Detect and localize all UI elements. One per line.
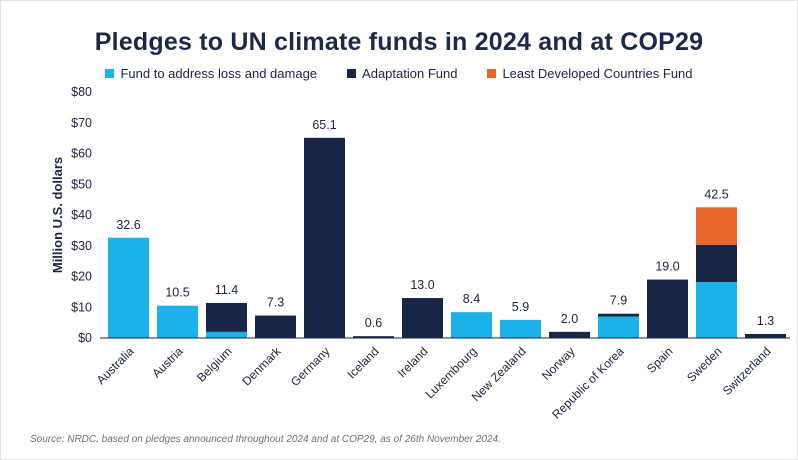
bar-segment — [353, 336, 394, 338]
data-label: 8.4 — [463, 292, 480, 306]
bar-segment — [696, 244, 737, 283]
y-tick-label: $50 — [71, 177, 92, 191]
bar-segment — [696, 207, 737, 245]
data-label: 0.6 — [365, 316, 382, 330]
legend-swatch-ldcf — [487, 69, 497, 78]
data-label: 5.9 — [512, 300, 529, 314]
legend-item-loss-damage: Fund to address loss and damage — [105, 66, 317, 81]
data-label: 2.0 — [561, 312, 578, 326]
data-label: 1.3 — [757, 314, 774, 328]
data-label: 11.4 — [215, 283, 238, 297]
y-axis-label: Million U.S. dollars — [50, 157, 65, 273]
data-label: 32.6 — [116, 218, 140, 232]
bar-segment — [598, 313, 639, 317]
x-tick-label: Sweden — [684, 344, 725, 385]
bar-segment — [451, 312, 492, 338]
x-tick-label: Switzerland — [720, 344, 774, 398]
legend-label-adaptation: Adaptation Fund — [362, 66, 458, 81]
data-label: 19.0 — [655, 260, 679, 274]
bar-segment — [206, 302, 247, 332]
data-label: 7.9 — [610, 294, 627, 308]
x-tick-label: Austria — [149, 344, 186, 381]
source-note: Source: NRDC, based on pledges announced… — [30, 434, 501, 445]
y-tick-label: $70 — [71, 116, 92, 130]
data-label: 7.3 — [267, 296, 284, 310]
bar-segment — [157, 305, 198, 338]
data-label: 65.1 — [312, 118, 336, 132]
data-label: 42.5 — [704, 187, 728, 201]
y-tick-label: $60 — [71, 147, 92, 161]
legend-item-ldcf: Least Developed Countries Fund — [487, 66, 693, 81]
chart-legend: Fund to address loss and damage Adaptati… — [0, 66, 798, 81]
legend-item-adaptation: Adaptation Fund — [347, 66, 457, 81]
data-label: 10.5 — [165, 286, 189, 300]
x-tick-label: Iceland — [344, 344, 381, 381]
bar-segment — [549, 331, 590, 338]
x-tick-label: Germany — [288, 344, 333, 389]
bar-segment — [108, 237, 149, 338]
bar-segment — [745, 334, 786, 338]
y-tick-label: $80 — [71, 85, 92, 99]
x-tick-label: Belgium — [194, 344, 235, 385]
bar-segment — [304, 137, 345, 338]
y-tick-label: $30 — [71, 239, 92, 253]
y-tick-label: $0 — [78, 331, 92, 345]
bar-segment — [402, 298, 443, 338]
bar-segment — [598, 316, 639, 338]
y-tick-label: $10 — [71, 300, 92, 314]
x-tick-label: Ireland — [395, 344, 431, 380]
x-tick-label: Denmark — [239, 344, 284, 389]
bar-segment — [696, 282, 737, 338]
y-tick-label: $40 — [71, 208, 92, 222]
legend-swatch-adaptation — [347, 69, 357, 78]
bar-segment — [255, 315, 296, 338]
legend-label-loss-damage: Fund to address loss and damage — [120, 66, 318, 81]
x-tick-label: Australia — [94, 344, 137, 387]
data-label: 13.0 — [410, 278, 434, 292]
y-tick-label: $20 — [71, 270, 92, 284]
legend-swatch-loss-damage — [105, 69, 115, 78]
x-tick-label: Spain — [644, 344, 676, 376]
bar-segment — [647, 279, 688, 338]
chart-title: Pledges to UN climate funds in 2024 and … — [94, 28, 704, 56]
legend-label-ldcf: Least Developed Countries Fund — [502, 66, 693, 81]
bar-segment — [206, 331, 247, 338]
x-tick-label: Norway — [539, 344, 578, 383]
bar-segment — [500, 319, 541, 338]
